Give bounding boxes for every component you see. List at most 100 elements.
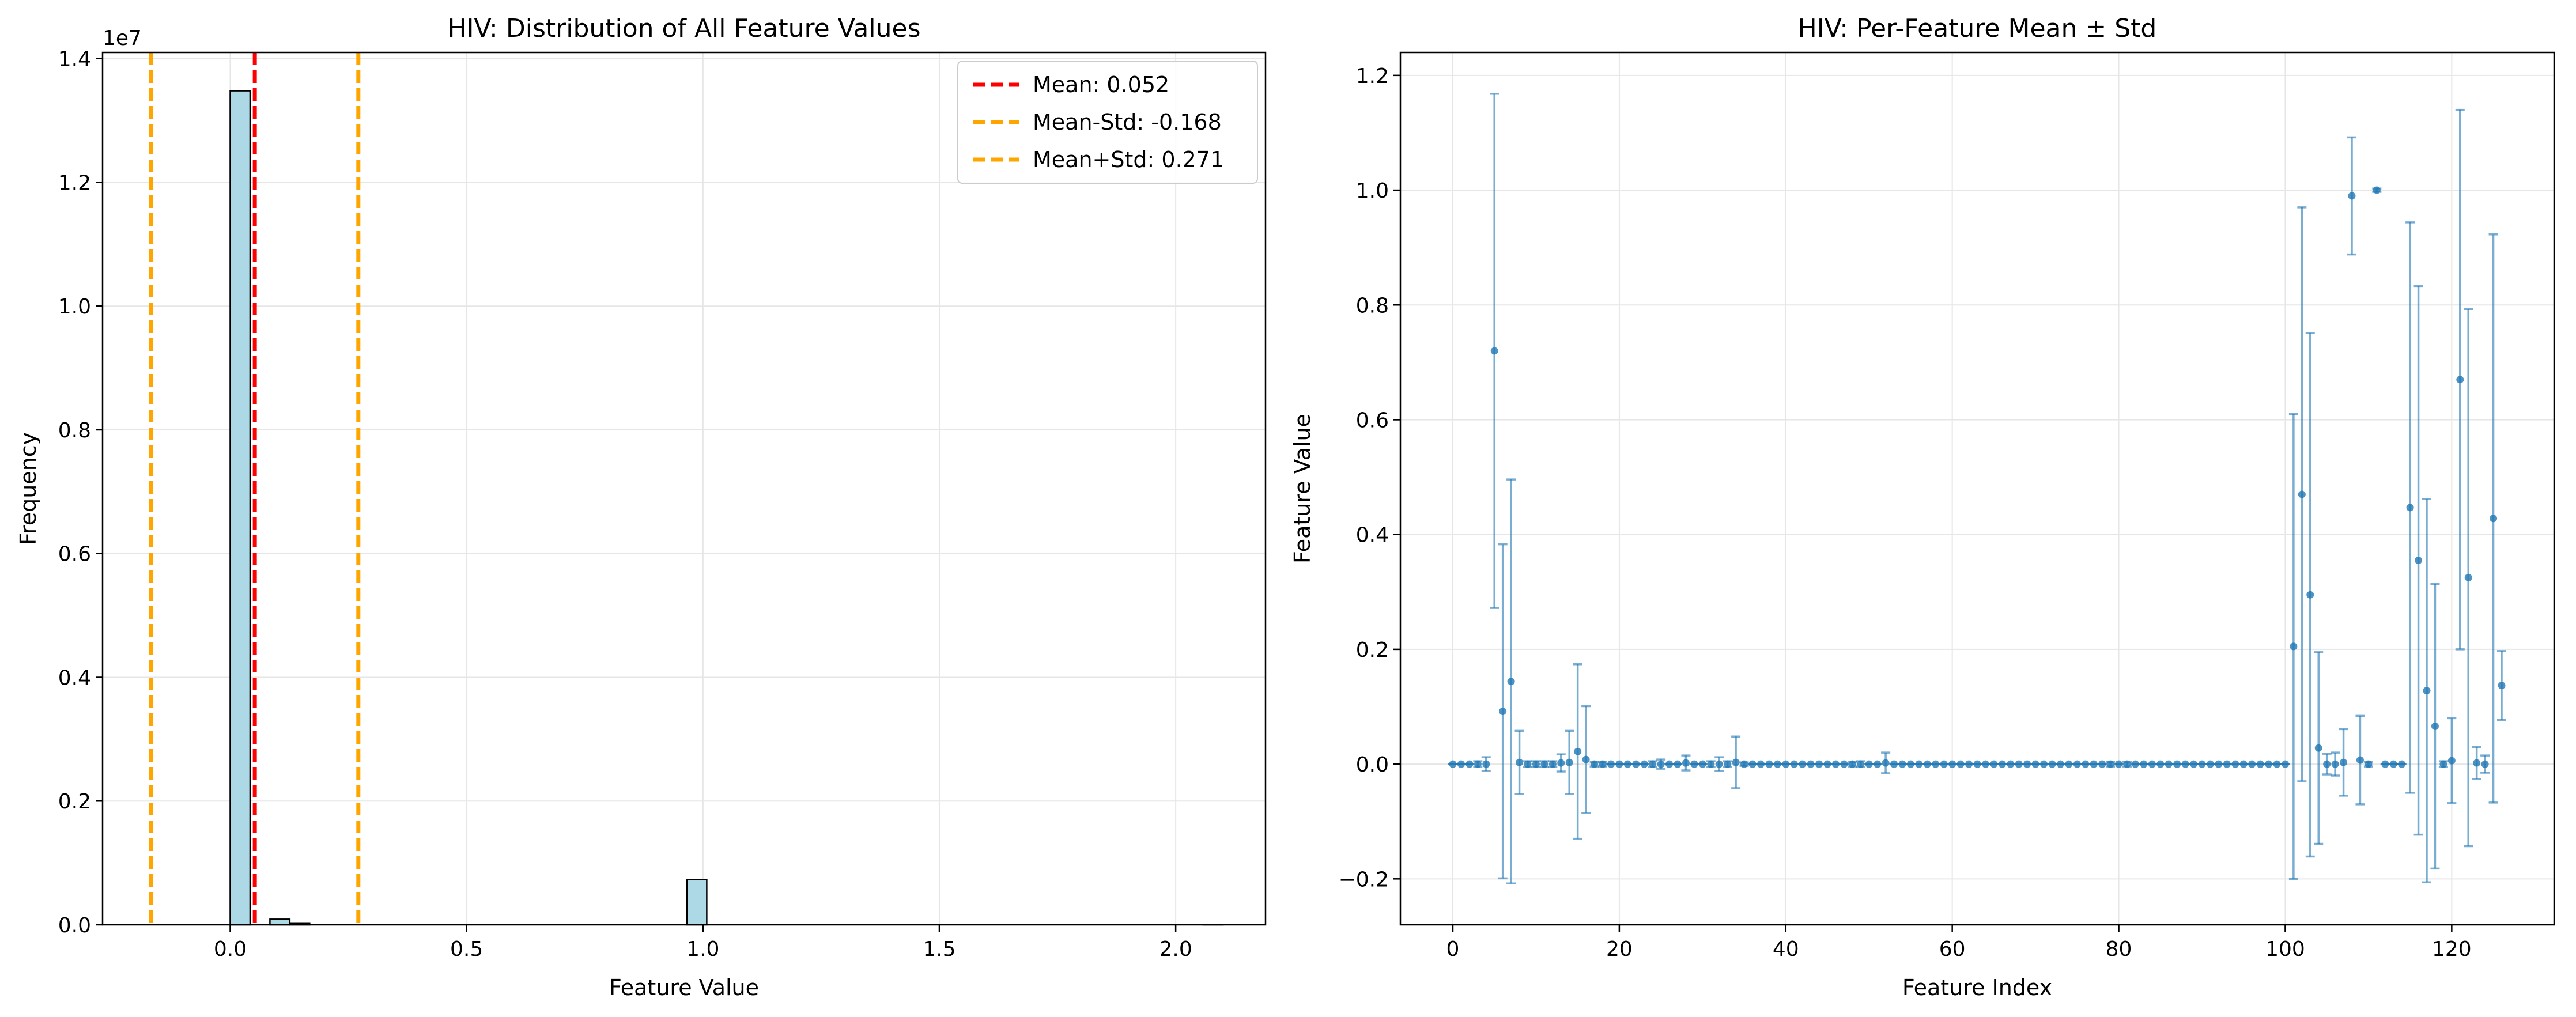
histogram-y-ticks: 0.0 0.2 0.4 0.6 0.8 1.0 1.2 1.4 (58, 48, 103, 937)
mean-point (2098, 760, 2106, 768)
mean-point (2198, 760, 2206, 768)
mean-point (1799, 760, 1807, 768)
mean-point (2373, 186, 2381, 194)
mean-point (2290, 642, 2298, 651)
errorbar-x-label: Feature Index (1902, 975, 2052, 1000)
histogram-x-label: Feature Value (609, 975, 759, 1000)
mean-point (2306, 591, 2314, 599)
mean-point (2273, 760, 2281, 768)
y-tick-label: 0.6 (58, 543, 91, 566)
histogram-title: HIV: Distribution of All Feature Values (447, 14, 920, 43)
mean-point (1857, 760, 1865, 768)
mean-point (2447, 757, 2456, 765)
errorbar-title: HIV: Per-Feature Mean ± Std (1798, 14, 2157, 43)
mean-point (2156, 760, 2165, 768)
errorbar-y-label: Feature Value (1290, 414, 1315, 564)
mean-point (2106, 760, 2114, 768)
mean-point (1499, 707, 1507, 715)
mean-point (1782, 760, 1790, 768)
errorbar-axes-frame (1399, 51, 2555, 926)
y-tick-label: 1.4 (58, 48, 91, 71)
mean-point (1657, 760, 1665, 768)
mean-point (2365, 760, 2373, 768)
mean-point (2323, 760, 2331, 768)
mean-point (2389, 760, 2397, 768)
mean-point (1740, 760, 1748, 768)
mean-point (1623, 760, 1631, 768)
mean-point (1591, 760, 1599, 768)
mean-point (2406, 504, 2414, 512)
mean-point (2340, 758, 2348, 766)
histogram-bar (686, 879, 708, 926)
mean-point (1565, 758, 1573, 766)
legend-box (957, 61, 1258, 184)
mean-point (2181, 760, 2189, 768)
mean-point (1748, 760, 1757, 768)
mean-point (2206, 760, 2214, 768)
mean-point (2331, 760, 2339, 768)
y-tick-label: 0.2 (58, 790, 91, 814)
mean-point (1906, 760, 1914, 768)
y-tick-label: 0.6 (1356, 409, 1389, 432)
mean-point (2148, 760, 2156, 768)
mean-point (2082, 760, 2090, 768)
mean-point (2223, 760, 2231, 768)
mean-point (1956, 760, 1965, 768)
y-tick-label: 0.8 (58, 419, 91, 443)
mean-point (1516, 758, 1524, 766)
mean-point (1457, 760, 1465, 768)
y-tick-label: 0.0 (1356, 753, 1389, 777)
mean-point (1557, 759, 1565, 767)
mean-point (2456, 376, 2464, 384)
x-tick-label: 60 (1939, 937, 1966, 961)
mean-point (1532, 760, 1540, 768)
errorbar-x-ticks: 0 20 40 60 80 100 120 (1446, 925, 2472, 961)
mean-point (2464, 573, 2472, 581)
x-tick-label: 100 (2265, 937, 2305, 961)
x-tick-label: 1.5 (923, 937, 955, 961)
mean-point (1682, 759, 1690, 767)
mean-point (2173, 760, 2181, 768)
mean-point (2398, 760, 2406, 768)
y-tick-label: 0.4 (1356, 524, 1389, 547)
mean-point (2239, 760, 2248, 768)
mean-point (2115, 760, 2123, 768)
mean-point (2423, 687, 2431, 695)
mean-point (1548, 760, 1557, 768)
mean-point (1965, 760, 1973, 768)
y-tick-label: 1.0 (58, 295, 91, 319)
mean-point (1465, 760, 1474, 768)
mean-point (1474, 760, 1482, 768)
errorbar-y-ticks: −0.2 0.0 0.2 0.4 0.6 0.8 1.0 1.2 (1339, 65, 1400, 891)
mean-point (1823, 760, 1831, 768)
mean-point (1990, 760, 1998, 768)
histogram-panel: HIV: Distribution of All Feature Values … (16, 14, 1267, 1000)
mean-point (1715, 760, 1723, 768)
reference-lines (149, 52, 361, 925)
mean-point (2090, 760, 2098, 768)
mean-point (1790, 760, 1798, 768)
y-scale-label: 1e7 (103, 27, 142, 50)
mean-point (1973, 760, 1981, 768)
mean-point (1607, 760, 1615, 768)
mean-point (1882, 759, 1890, 767)
mean-point (1698, 760, 1706, 768)
mean-points (1449, 186, 2506, 768)
mean-point (2281, 760, 2289, 768)
mean-point (1599, 760, 1607, 768)
y-tick-label: 1.2 (1356, 65, 1389, 88)
mean-point (1690, 760, 1698, 768)
mean-point (2140, 760, 2148, 768)
legend-label-mean: Mean: 0.052 (1033, 72, 1169, 97)
mean-point (2314, 744, 2322, 752)
mean-point (1574, 747, 1582, 755)
mean-point (1948, 760, 1956, 768)
mean-point (1540, 760, 1548, 768)
y-tick-label: 0.2 (1356, 638, 1389, 662)
mean-point (1582, 755, 1590, 763)
x-tick-label: 1.0 (686, 937, 719, 961)
mean-point (1815, 760, 1823, 768)
mean-point (2431, 722, 2439, 730)
mean-point (1865, 760, 1873, 768)
x-tick-label: 0 (1446, 937, 1460, 961)
